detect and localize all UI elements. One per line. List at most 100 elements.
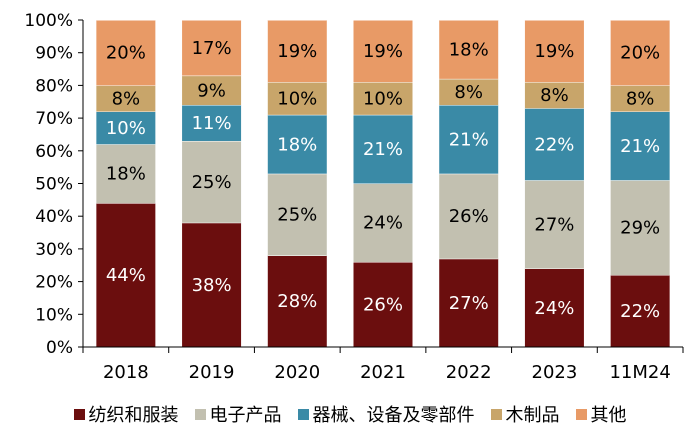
- data-label: 24%: [534, 298, 574, 319]
- x-axis: 2018 2019 2020 2021 2022 2023 11M24: [82, 346, 684, 383]
- bar-segment: [182, 222, 242, 347]
- y-tick-label: 0%: [46, 338, 73, 358]
- legend-swatch: [194, 408, 206, 420]
- bar-segment: [182, 105, 242, 141]
- legend-item: 电子产品: [194, 401, 282, 427]
- bar-segment: [96, 144, 156, 204]
- bar-segment: [439, 105, 499, 174]
- bar-segment: [610, 111, 670, 181]
- data-label: 44%: [106, 265, 146, 286]
- data-label: 18%: [106, 164, 146, 185]
- data-label: 10%: [106, 118, 146, 139]
- legend-item: 木制品: [490, 401, 560, 427]
- bar-segment: [610, 85, 670, 112]
- legend-item: 其他: [575, 401, 627, 427]
- bar-segment: [439, 173, 499, 259]
- data-label: 21%: [620, 136, 660, 157]
- legend-item: 器械、设备及零部件: [297, 401, 475, 427]
- bar-segment: [96, 203, 156, 347]
- data-label: 18%: [277, 134, 317, 155]
- y-tick-label: 100%: [24, 11, 73, 31]
- data-label: 24%: [363, 213, 403, 234]
- x-tick-label: 2019: [189, 362, 235, 383]
- y-tick-label: 90%: [35, 44, 73, 64]
- bar-segment: [353, 183, 413, 262]
- bar-segment: [610, 275, 670, 347]
- bar-segment: [610, 20, 670, 86]
- bar-segment: [182, 20, 242, 76]
- data-label: 29%: [620, 218, 660, 239]
- bar-segment: [524, 268, 584, 347]
- bar-segment: [353, 114, 413, 184]
- data-label: 20%: [106, 43, 146, 64]
- data-label: 21%: [449, 129, 489, 150]
- legend-label: 木制品: [505, 405, 560, 426]
- data-label: 27%: [534, 214, 574, 235]
- x-tick-label: 2023: [532, 362, 578, 383]
- legend-swatch: [575, 408, 587, 420]
- data-label: 10%: [363, 88, 403, 109]
- bar-segment: [439, 78, 499, 106]
- bar-segment: [267, 82, 327, 115]
- x-tick-label: 11M24: [609, 362, 670, 383]
- legend-swatch: [490, 408, 502, 420]
- legend-label: 器械、设备及零部件: [312, 405, 475, 426]
- data-label: 8%: [112, 88, 141, 109]
- x-tick-label: 2021: [360, 362, 406, 383]
- y-tick-label: 80%: [35, 76, 73, 96]
- data-label: 10%: [277, 88, 317, 109]
- bar-segment: [267, 114, 327, 174]
- data-label: 28%: [277, 291, 317, 312]
- bar-segment: [267, 20, 327, 83]
- legend-swatch: [297, 408, 309, 420]
- data-label: 26%: [363, 294, 403, 315]
- data-label: 8%: [454, 82, 483, 103]
- x-tick-label: 2018: [103, 362, 149, 383]
- bars: 44% 18% 10% 8% 20% 38% 25% 11% 9% 17% 28% 25% 18% 10%…: [96, 19, 670, 347]
- legend-item: 纺织和服装: [73, 401, 179, 427]
- legend-label: 电子产品: [209, 405, 282, 426]
- bar-segment: [353, 261, 413, 347]
- data-label: 19%: [277, 41, 317, 62]
- x-tick-label: 2022: [446, 362, 492, 383]
- bar-segment: [353, 82, 413, 115]
- data-label: 19%: [534, 41, 574, 62]
- legend-label: 纺织和服装: [88, 405, 179, 426]
- y-tick-label: 20%: [35, 273, 73, 293]
- bar-segment: [96, 85, 156, 112]
- data-label: 25%: [277, 205, 317, 226]
- data-label: 8%: [626, 88, 655, 109]
- legend-label: 其他: [590, 405, 627, 426]
- data-label: 25%: [192, 172, 232, 193]
- bar-segment: [524, 20, 584, 83]
- bar-segment: [96, 111, 156, 145]
- data-label: 20%: [620, 43, 660, 64]
- bar-segment: [439, 258, 499, 347]
- data-label: 9%: [197, 80, 226, 101]
- data-label: 38%: [192, 275, 232, 296]
- data-label: 21%: [363, 139, 403, 160]
- y-tick-label: 70%: [35, 109, 73, 129]
- y-tick-label: 50%: [35, 175, 73, 195]
- legend-swatch: [73, 408, 85, 420]
- bar-segment: [524, 180, 584, 269]
- bar-segment: [182, 75, 242, 106]
- bar-segment: [267, 255, 327, 347]
- x-tick-label: 2020: [274, 362, 320, 383]
- bar-segment: [96, 20, 156, 86]
- bar-segment: [439, 20, 499, 79]
- data-label: 11%: [192, 113, 232, 134]
- data-label: 19%: [363, 41, 403, 62]
- data-label: 22%: [534, 134, 574, 155]
- bar-segment: [524, 108, 584, 181]
- bar-segment: [182, 140, 242, 223]
- data-label: 18%: [449, 39, 489, 60]
- y-tick-label: 40%: [35, 207, 73, 227]
- y-tick-label: 60%: [35, 142, 73, 162]
- bar-segment: [610, 180, 670, 276]
- data-label: 27%: [449, 293, 489, 314]
- legend: 纺织和服装 电子产品 器械、设备及零部件 木制品 其他: [0, 398, 700, 430]
- data-label: 26%: [449, 206, 489, 227]
- y-axis: 0% 10% 20% 30% 40% 50% 60% 70% 80% 90% 100%: [24, 11, 84, 358]
- y-tick-label: 10%: [35, 305, 73, 325]
